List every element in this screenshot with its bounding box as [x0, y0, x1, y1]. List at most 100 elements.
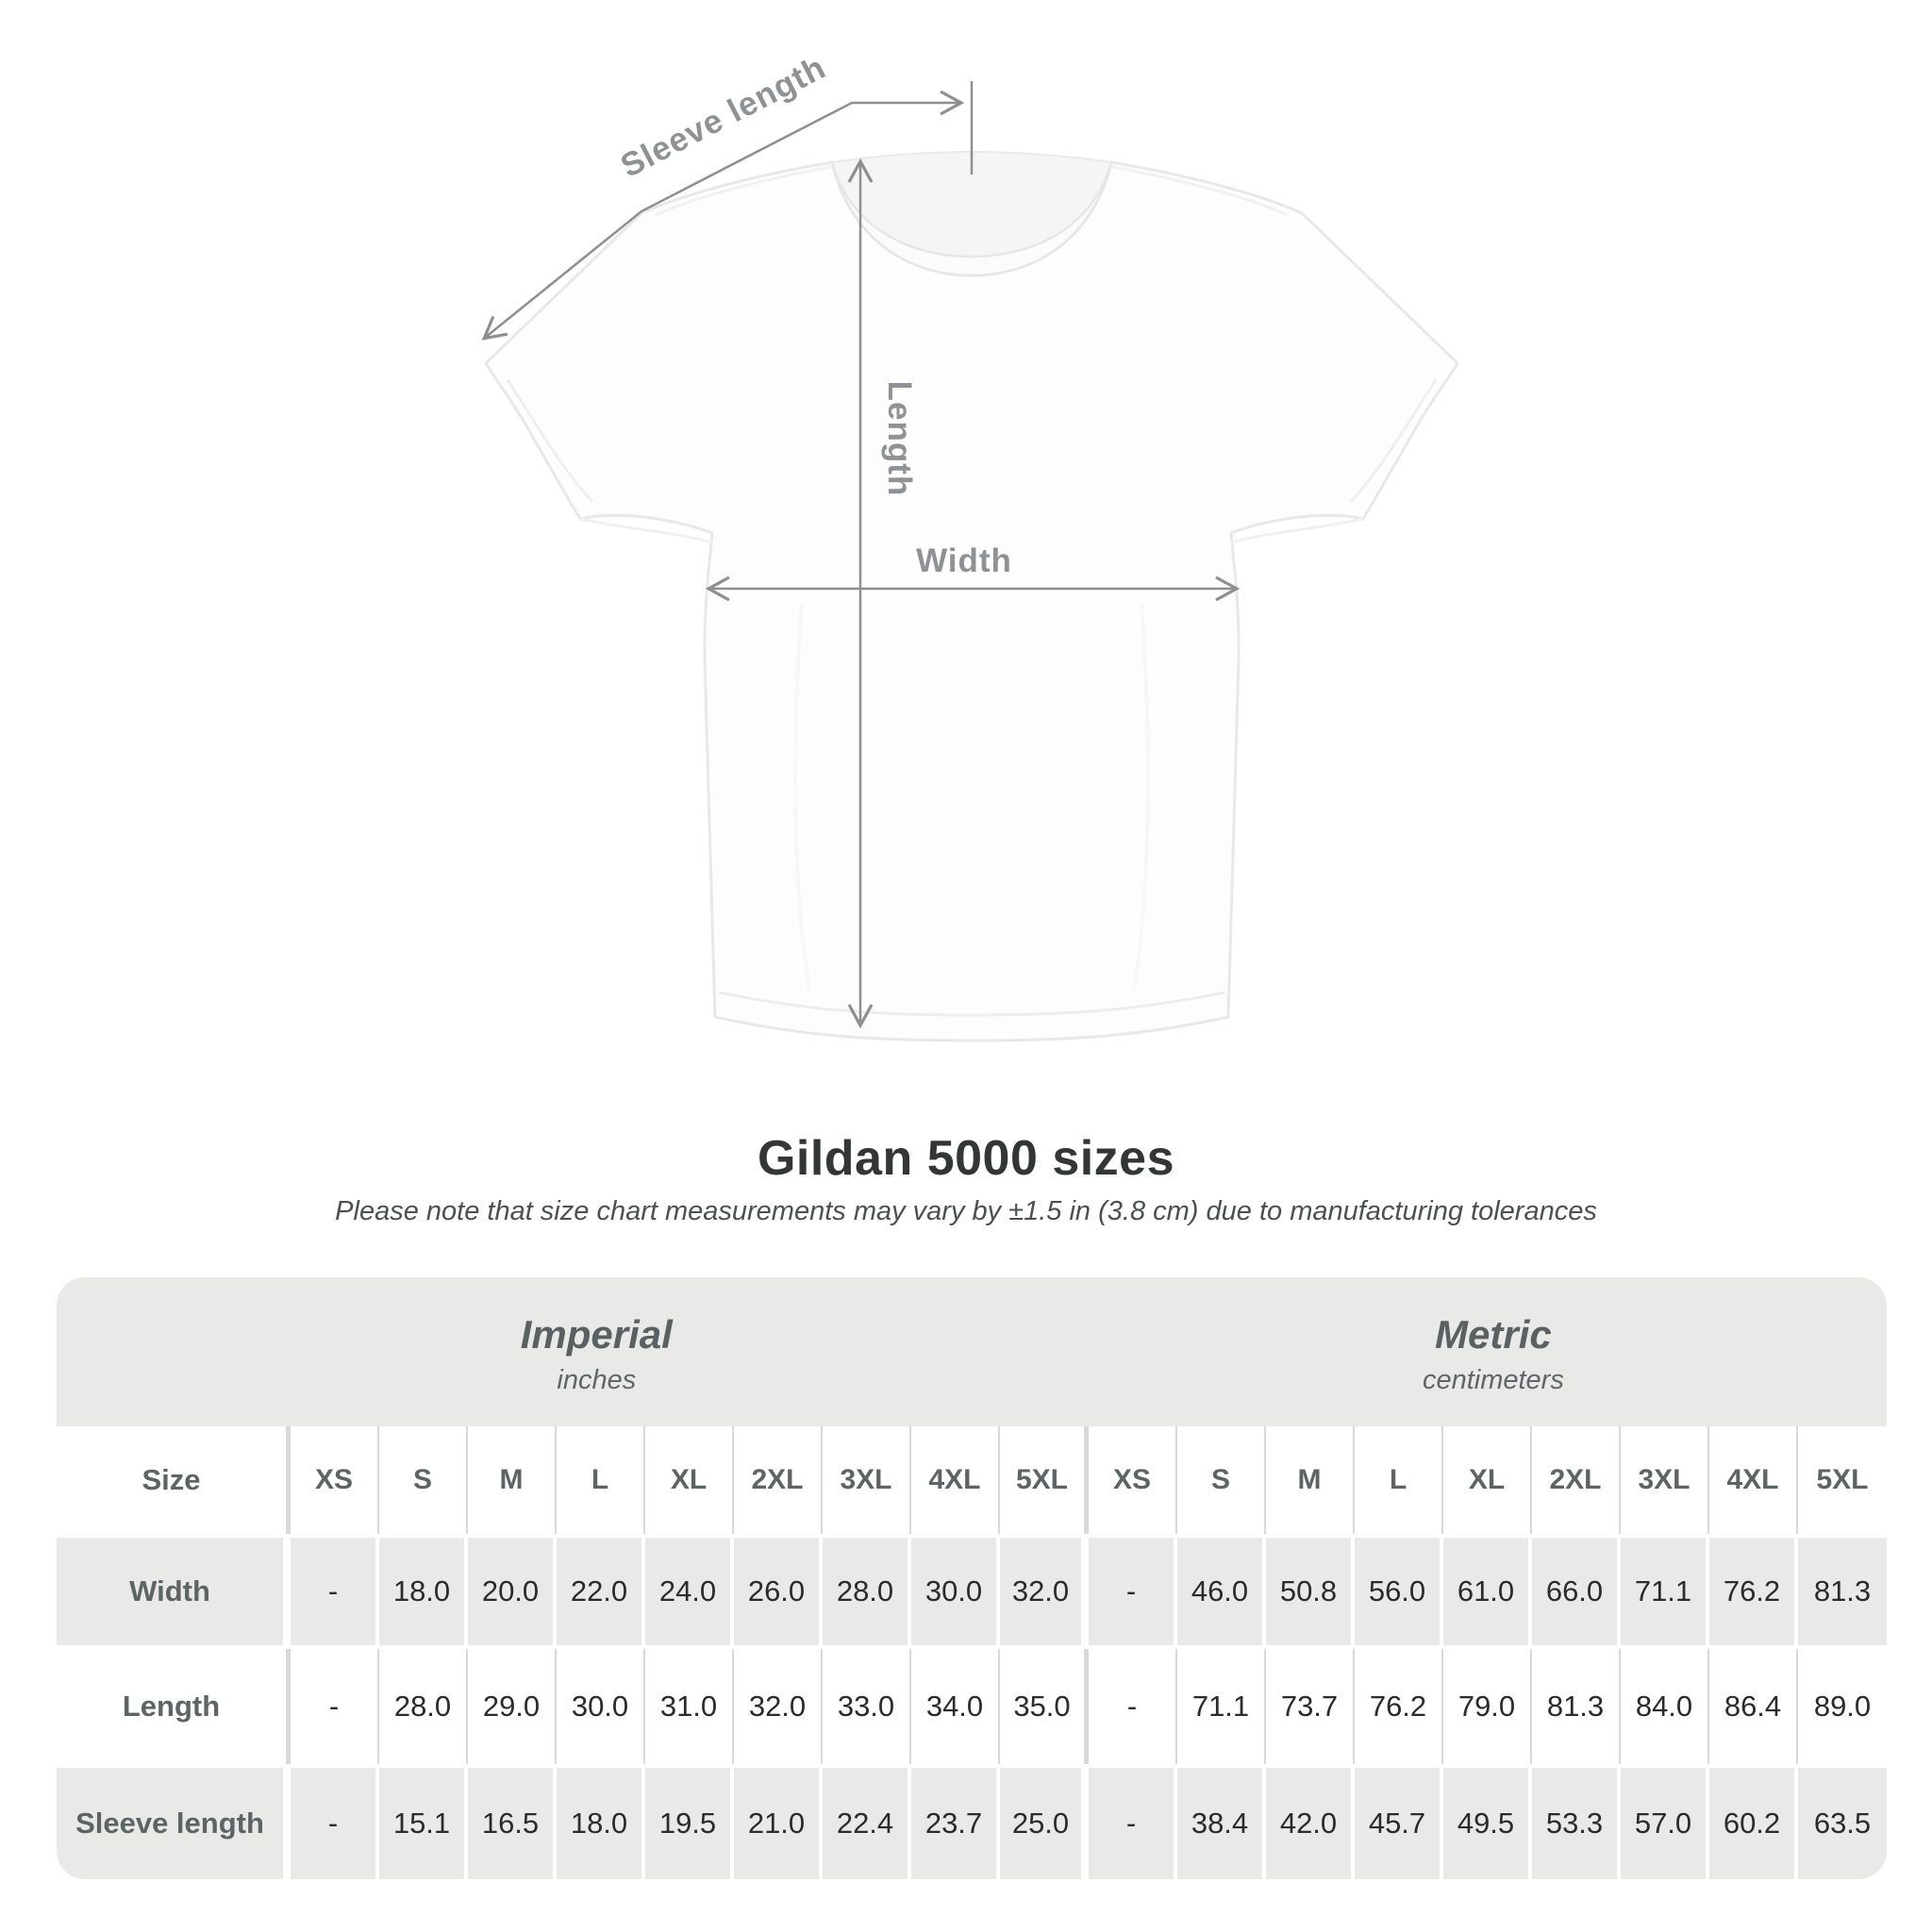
table-cell: 28.0 [379, 1649, 468, 1764]
table-cell: 24.0 [645, 1538, 734, 1645]
size-header-xl: XL [645, 1426, 734, 1534]
table-cell: 35.0 [1000, 1649, 1089, 1764]
table-cell: 63.5 [1813, 1807, 1872, 1840]
table-cell: 18.0 [557, 1768, 645, 1879]
table-cell: 42.0 [1266, 1768, 1355, 1879]
metric-unit: centimeters [1422, 1364, 1564, 1395]
size-header-xl: XL [1443, 1426, 1532, 1534]
right-shoulder-seam [1108, 164, 1289, 217]
table-cell: 18.0 [379, 1538, 468, 1645]
table-cell: 56.0 [1355, 1538, 1443, 1645]
table-cell: 53.3 [1532, 1768, 1621, 1879]
table-cell: 30.0 [557, 1649, 645, 1764]
table-cell: 30.0 [911, 1538, 1000, 1645]
table-cell: 45.7 [1355, 1768, 1443, 1879]
table-cell: 31.0 [645, 1649, 734, 1764]
table-cell: 38.4 [1177, 1768, 1266, 1879]
sleeve-length-label: Sleeve length [615, 49, 832, 185]
table-cell: 81.3 [1532, 1649, 1621, 1764]
imperial-title: Imperial [520, 1311, 673, 1357]
table-cell: - [291, 1538, 379, 1645]
table-cell: 60.2 [1709, 1768, 1798, 1879]
table-cell: 86.4 [1709, 1649, 1798, 1764]
size-column-header: Size [57, 1426, 291, 1534]
table-cell: 66.0 [1532, 1538, 1621, 1645]
table-cell: 33.0 [823, 1649, 911, 1764]
table-row-width: Width -18.0 20.0 22.0 24.0 26.0 28.0 30.0 32.0-4… [57, 1534, 1887, 1649]
table-cell: 61.0 [1443, 1538, 1532, 1645]
width-label: Width [916, 542, 1012, 579]
size-header-4xl: 4XL [911, 1426, 1000, 1534]
row-label: Sleeve length [57, 1768, 291, 1879]
size-header-3xl: 3XL [1621, 1426, 1709, 1534]
table-cell: 34.0 [911, 1649, 1000, 1764]
imperial-unit: inches [557, 1364, 637, 1395]
table-cell: 26.0 [734, 1538, 823, 1645]
hem-stitch [718, 991, 1225, 1017]
table-cell: 32.0 [1000, 1538, 1089, 1645]
right-underarm-fold [1230, 517, 1364, 544]
table-cell: 25.0 [1000, 1768, 1089, 1879]
table-cell: 57.0 [1621, 1768, 1709, 1879]
table-cell: 79.0 [1443, 1649, 1532, 1764]
body-wrinkle-left [793, 603, 811, 991]
metric-header: Metric centimeters [1100, 1277, 1887, 1428]
size-header-l: L [557, 1426, 645, 1534]
size-header-5xl: 5XL [1816, 1464, 1869, 1495]
sleeve-length-dimension-line [485, 103, 960, 338]
size-header-2xl: 2XL [1532, 1426, 1621, 1534]
table-cell: - [1089, 1538, 1177, 1645]
tshirt-body [484, 160, 1459, 1042]
table-cell: 49.5 [1443, 1768, 1532, 1879]
table-cell: 22.0 [557, 1538, 645, 1645]
metric-title: Metric [1435, 1311, 1552, 1357]
size-header-2xl: 2XL [734, 1426, 823, 1534]
table-cell: - [291, 1649, 379, 1764]
table-cell: - [291, 1768, 379, 1879]
table-cell: 71.1 [1621, 1538, 1709, 1645]
size-header-s: S [379, 1426, 468, 1534]
size-table: Imperial inches Metric centimeters Size X… [57, 1277, 1887, 1879]
size-header-5xl: 5XL [1000, 1426, 1089, 1534]
size-header-m: M [1266, 1426, 1355, 1534]
table-cell: 73.7 [1266, 1649, 1355, 1764]
size-header-l: L [1355, 1426, 1443, 1534]
page-title: Gildan 5000 sizes [757, 1131, 1175, 1186]
table-cell: 81.3 [1813, 1574, 1872, 1607]
table-cell: 76.2 [1355, 1649, 1443, 1764]
table-cell: 19.5 [645, 1768, 734, 1879]
table-cell: - [1089, 1768, 1177, 1879]
size-header-3xl: 3XL [823, 1426, 911, 1534]
right-cuff-stitch [1349, 379, 1438, 504]
table-cell: 20.0 [468, 1538, 557, 1645]
row-label: Length [57, 1649, 291, 1764]
table-cell: 32.0 [734, 1649, 823, 1764]
row-label: Width [57, 1538, 291, 1645]
size-header-xs: XS [1089, 1426, 1177, 1534]
left-cuff-stitch [506, 379, 594, 504]
table-row-sleeve-length: Sleeve length -15.1 16.5 18.0 19.5 21.0 22.4 23… [57, 1764, 1887, 1879]
table-cell: - [1089, 1649, 1177, 1764]
table-cell: 22.4 [823, 1768, 911, 1879]
table-cell: 15.1 [379, 1768, 468, 1879]
page-subtitle: Please note that size chart measurements… [335, 1196, 1597, 1226]
size-header-4xl: 4XL [1709, 1426, 1798, 1534]
table-cell: 28.0 [823, 1538, 911, 1645]
tshirt-graphic [484, 151, 1459, 1042]
table-cell: 50.8 [1266, 1538, 1355, 1645]
table-cell: 84.0 [1621, 1649, 1709, 1764]
table-unit-header: Imperial inches Metric centimeters [57, 1277, 1887, 1426]
table-cell: 16.5 [468, 1768, 557, 1879]
table-cell: 29.0 [468, 1649, 557, 1764]
table-cell: 71.1 [1177, 1649, 1266, 1764]
table-cell: 21.0 [734, 1768, 823, 1879]
size-header-s: S [1177, 1426, 1266, 1534]
length-label: Length [881, 381, 918, 497]
size-table-body: Width -18.0 20.0 22.0 24.0 26.0 28.0 30.0 32.0-4… [57, 1534, 1887, 1879]
body-wrinkle-right [1132, 603, 1150, 991]
table-cell: 76.2 [1709, 1538, 1798, 1645]
imperial-header: Imperial inches [57, 1277, 1137, 1428]
table-row-length: Length -28.0 29.0 30.0 31.0 32.0 33.0 34.0 35.0-… [57, 1649, 1887, 1764]
table-cell: 89.0 [1813, 1690, 1872, 1723]
